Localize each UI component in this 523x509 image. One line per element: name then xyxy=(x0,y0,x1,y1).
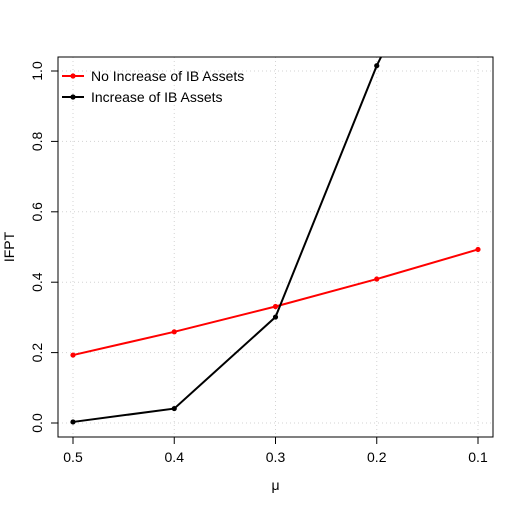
legend-label: Increase of IB Assets xyxy=(91,89,223,105)
y-tick-label: 0.6 xyxy=(29,202,45,222)
grid xyxy=(58,57,493,437)
axes: 0.5 0.4 0.3 0.2 0.1 0.0 0.2 0.4 0.6 0.8 1.0 xyxy=(29,61,488,465)
data-point xyxy=(70,352,76,358)
y-tick-label: 0.8 xyxy=(29,131,45,151)
x-tick-label: 0.3 xyxy=(266,449,286,465)
x-tick-label: 0.1 xyxy=(468,449,488,465)
y-axis-title: IFPT xyxy=(1,231,17,262)
legend-swatch-point xyxy=(70,94,76,100)
series-layer xyxy=(70,57,481,425)
data-point xyxy=(171,329,177,335)
x-tick-label: 0.2 xyxy=(367,449,387,465)
y-tick-label: 0.0 xyxy=(29,413,45,433)
legend: No Increase of IB Assets Increase of IB A… xyxy=(62,68,244,105)
x-tick-label: 0.4 xyxy=(165,449,185,465)
data-point xyxy=(374,63,380,69)
y-tick-label: 0.2 xyxy=(29,343,45,363)
data-point xyxy=(374,276,380,282)
y-tick-label: 1.0 xyxy=(29,61,45,81)
data-point xyxy=(272,314,279,320)
series-1 xyxy=(70,57,383,425)
y-tick-label: 0.4 xyxy=(29,272,45,292)
data-point xyxy=(475,246,481,253)
data-point xyxy=(70,419,76,425)
x-axis-title: μ xyxy=(271,477,279,493)
plot-frame xyxy=(57,56,494,438)
legend-label: No Increase of IB Assets xyxy=(91,68,244,84)
legend-swatch-point xyxy=(70,73,76,79)
series-0 xyxy=(70,246,481,358)
series-line xyxy=(72,57,383,423)
data-point xyxy=(171,405,177,412)
data-point xyxy=(272,303,279,310)
x-tick-label: 0.5 xyxy=(63,449,83,465)
